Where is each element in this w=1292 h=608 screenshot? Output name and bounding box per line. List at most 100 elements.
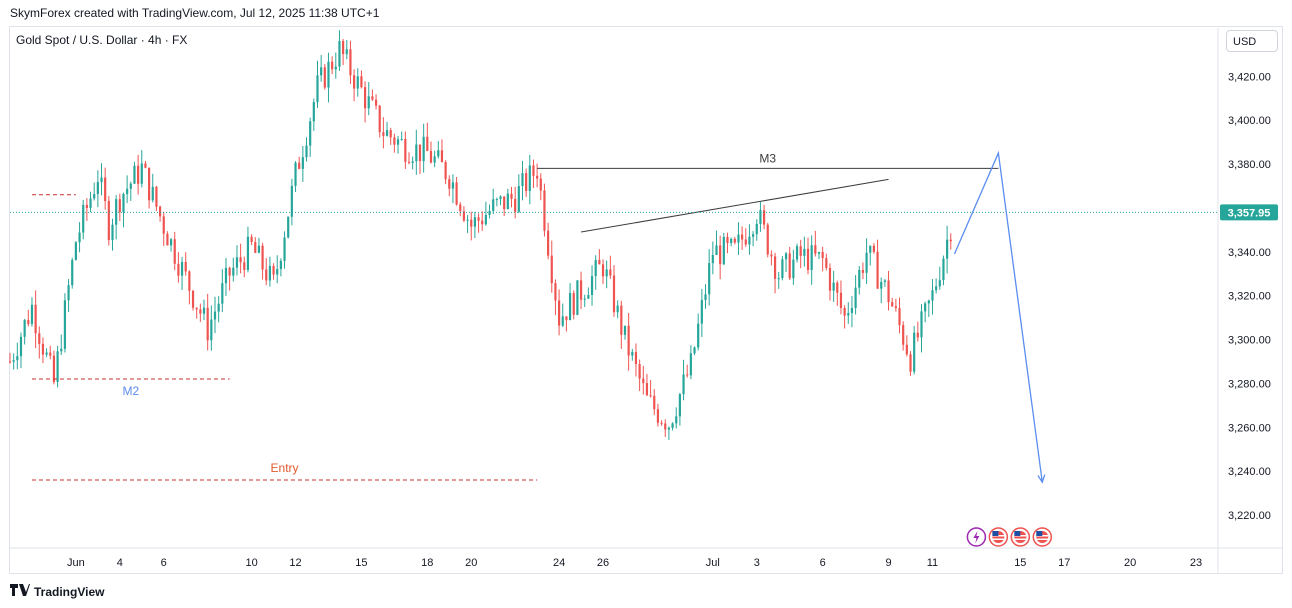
candle-body [356, 76, 359, 89]
candle-body [909, 354, 912, 372]
candle-body [806, 248, 810, 270]
candle-body [711, 254, 714, 264]
candle-body [583, 298, 586, 300]
x-tick-label: 20 [465, 557, 477, 569]
candle-body [287, 216, 290, 238]
x-tick-label: 4 [117, 557, 123, 569]
candle-body [389, 130, 392, 138]
candle-body [550, 255, 553, 284]
candle-body [429, 150, 433, 163]
candle-body [847, 313, 850, 316]
candle-body [916, 332, 919, 338]
flag-canton [1014, 531, 1021, 536]
candle-body [440, 150, 444, 163]
candle-body [23, 320, 26, 337]
candle-body [301, 157, 304, 169]
projection-path[interactable] [953, 150, 1043, 483]
candle-body [213, 311, 217, 320]
candle-body [525, 173, 528, 192]
candle-body [444, 162, 447, 180]
y-tick-label: 3,320.00 [1228, 291, 1271, 303]
candle-body [378, 105, 381, 133]
candle-body [371, 96, 374, 100]
candle-body [601, 264, 605, 277]
candle-body [942, 258, 945, 281]
candle-body [495, 199, 498, 201]
candle-body [144, 163, 147, 168]
candle-body [788, 253, 791, 279]
candle-body [367, 96, 370, 109]
candle-body [946, 239, 949, 259]
candle-body [320, 67, 323, 76]
candle-body [913, 332, 916, 372]
candle-body [645, 383, 649, 396]
candle-body [418, 144, 422, 162]
candle-body [858, 269, 861, 288]
candle-body [565, 316, 568, 321]
footer-brand[interactable]: TradingView [10, 584, 104, 599]
candle-body [594, 259, 597, 277]
candle-body [374, 99, 378, 106]
candle-body [115, 199, 118, 225]
candle-body [177, 263, 180, 276]
candle-body [41, 343, 45, 355]
candle-body [697, 323, 700, 348]
level-label: M2 [122, 384, 139, 398]
lightning-glyph [973, 531, 980, 543]
flag-canton [1036, 531, 1043, 536]
candle-body [272, 265, 275, 275]
flag-canton [992, 531, 999, 536]
candle-body [762, 210, 766, 225]
candle-body [821, 252, 824, 259]
candle-body [773, 256, 777, 279]
symbol-title[interactable]: Gold Spot / U.S. Dollar · 4h · FX [16, 33, 188, 47]
candle-body [733, 238, 736, 243]
y-tick-label: 3,240.00 [1228, 466, 1271, 478]
candle-body [920, 311, 923, 338]
currency-button[interactable]: USD [1226, 30, 1278, 52]
candle-body [532, 165, 535, 176]
candle-body [107, 201, 110, 241]
candle-body [221, 283, 224, 304]
candle-body [539, 178, 542, 191]
x-tick-label: 10 [245, 557, 257, 569]
candle-body [191, 290, 195, 308]
candle-body [360, 76, 363, 88]
candle-body [422, 136, 425, 162]
candle-body [243, 262, 246, 270]
candle-body [477, 217, 480, 221]
candle-body [704, 294, 707, 300]
candle-body [448, 179, 451, 189]
candle-body [206, 307, 209, 341]
candle-body [876, 251, 879, 289]
candle-body [459, 204, 462, 212]
candle-body [700, 299, 703, 324]
candle-body [111, 224, 114, 241]
x-tick-label: 11 [927, 557, 938, 569]
candle-body [210, 319, 213, 341]
candle-body [257, 245, 261, 253]
candle-body [737, 234, 740, 243]
x-tick-label: 6 [820, 557, 826, 569]
candle-body [155, 186, 158, 207]
candle-body [283, 237, 286, 261]
candle-body [631, 352, 634, 356]
x-tick-label: 17 [1058, 557, 1070, 569]
candle-body [678, 394, 681, 417]
candle-body [246, 236, 250, 270]
candle-body [396, 139, 400, 145]
candle-body [861, 269, 865, 273]
candle-body [792, 259, 795, 279]
candle-body [510, 193, 513, 199]
candle-body [305, 145, 308, 158]
candle-body [38, 333, 41, 344]
candle-body [71, 259, 74, 286]
candle-body [766, 224, 769, 255]
candle-body [96, 182, 99, 195]
candle-body [536, 175, 539, 179]
candle-body [312, 102, 315, 122]
trendline[interactable] [580, 178, 889, 233]
candle-body [741, 234, 744, 240]
candle-body [235, 257, 239, 268]
